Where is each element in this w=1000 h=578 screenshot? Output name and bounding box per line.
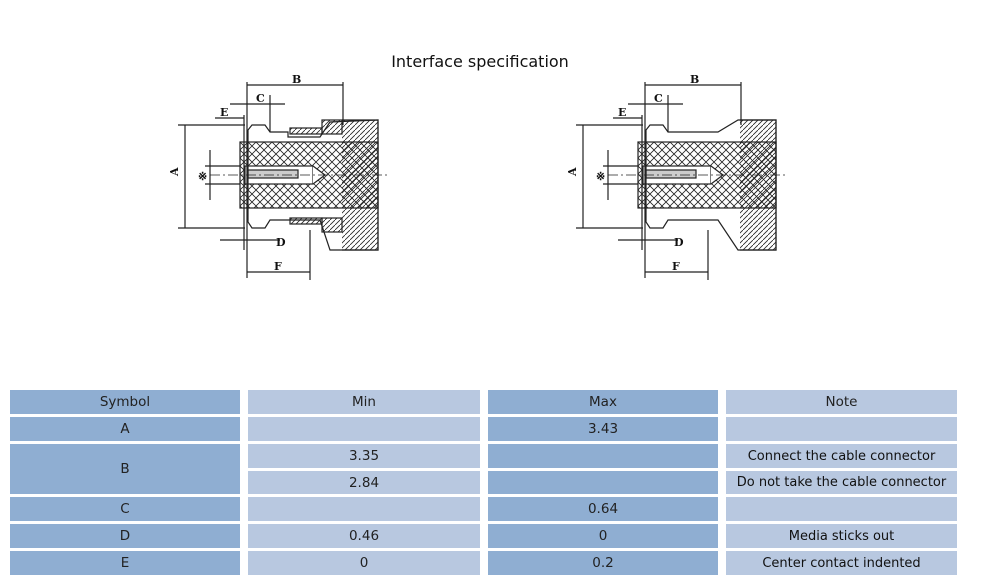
cell-note [726, 417, 957, 441]
cell-note: Connect the cable connector [726, 444, 957, 468]
header-symbol: Symbol [10, 390, 240, 414]
cell-max [488, 444, 718, 468]
cell-max: 0.64 [488, 497, 718, 521]
symbol-mark: ※ [596, 170, 605, 183]
label-d: D [674, 236, 684, 249]
cell-min: 2.84 [248, 471, 480, 494]
cell-note: Do not take the cable connector [726, 471, 957, 494]
label-c: C [654, 92, 663, 105]
cell-note [726, 497, 957, 521]
label-a: A [566, 167, 579, 177]
header-max: Max [488, 390, 718, 414]
cell-min [248, 417, 480, 441]
cell-symbol: A [10, 417, 240, 441]
connector-drawing-2: A B C D E F ※ [566, 73, 788, 280]
header-note: Note [726, 390, 957, 414]
symbol-mark: ※ [198, 170, 207, 183]
cell-note: Media sticks out [726, 524, 957, 548]
cell-min: 0 [248, 551, 480, 575]
label-f: F [274, 260, 282, 273]
cell-symbol: E [10, 551, 240, 575]
label-e: E [618, 106, 626, 119]
cell-symbol: B [10, 444, 240, 494]
label-b: B [292, 73, 301, 86]
cell-min: 0.46 [248, 524, 480, 548]
cell-max: 0.2 [488, 551, 718, 575]
cell-symbol: D [10, 524, 240, 548]
page-title: Interface specification [391, 52, 569, 71]
label-e: E [220, 106, 228, 119]
label-b: B [690, 73, 699, 86]
connector-drawing-1: A B C D E F ※ [168, 73, 390, 280]
cell-max: 0 [488, 524, 718, 548]
cell-max: 3.43 [488, 417, 718, 441]
label-d: D [276, 236, 286, 249]
label-a: A [168, 167, 181, 177]
header-min: Min [248, 390, 480, 414]
cell-note: Center contact indented [726, 551, 957, 575]
cell-symbol: C [10, 497, 240, 521]
cell-max [488, 471, 718, 494]
cell-min: 3.35 [248, 444, 480, 468]
cell-min [248, 497, 480, 521]
label-f: F [672, 260, 680, 273]
label-c: C [256, 92, 265, 105]
